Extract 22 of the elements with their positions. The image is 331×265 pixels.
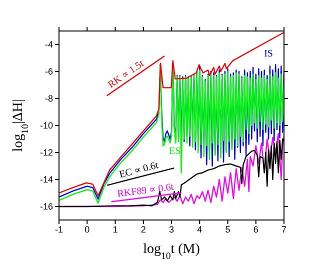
y-tick-label: -4 xyxy=(44,40,53,50)
series-label: ES xyxy=(169,146,181,157)
x-tick-label: 0 xyxy=(84,224,90,234)
series-label: IS xyxy=(264,48,273,60)
x-tick-label: 5 xyxy=(225,224,230,234)
x-tick-label: 2 xyxy=(140,224,146,234)
x-tick-label: 4 xyxy=(197,224,202,234)
text: EC ∝ 0.6t xyxy=(118,160,160,181)
x-tick-label: 3 xyxy=(168,224,174,234)
y-tick-label: -16 xyxy=(40,202,53,212)
x-tick-label: 6 xyxy=(253,224,258,234)
y-tick-label: -6 xyxy=(44,66,53,77)
y-tick-label: -12 xyxy=(40,148,53,158)
x-tick-label: -1 xyxy=(54,224,64,234)
text: RKF89 ∝ 0.6t xyxy=(116,182,174,200)
x-tick-label: 7 xyxy=(281,224,287,234)
text: RK ∝ 1.5t xyxy=(106,58,146,91)
y-tick-label: -8 xyxy=(44,94,53,104)
x-tick-label: 1 xyxy=(112,224,118,234)
y-tick-label: -10 xyxy=(40,120,53,131)
y-tick-label: -14 xyxy=(40,174,53,185)
x-axis-title: log$_{10}$t (M) xyxy=(143,242,200,262)
